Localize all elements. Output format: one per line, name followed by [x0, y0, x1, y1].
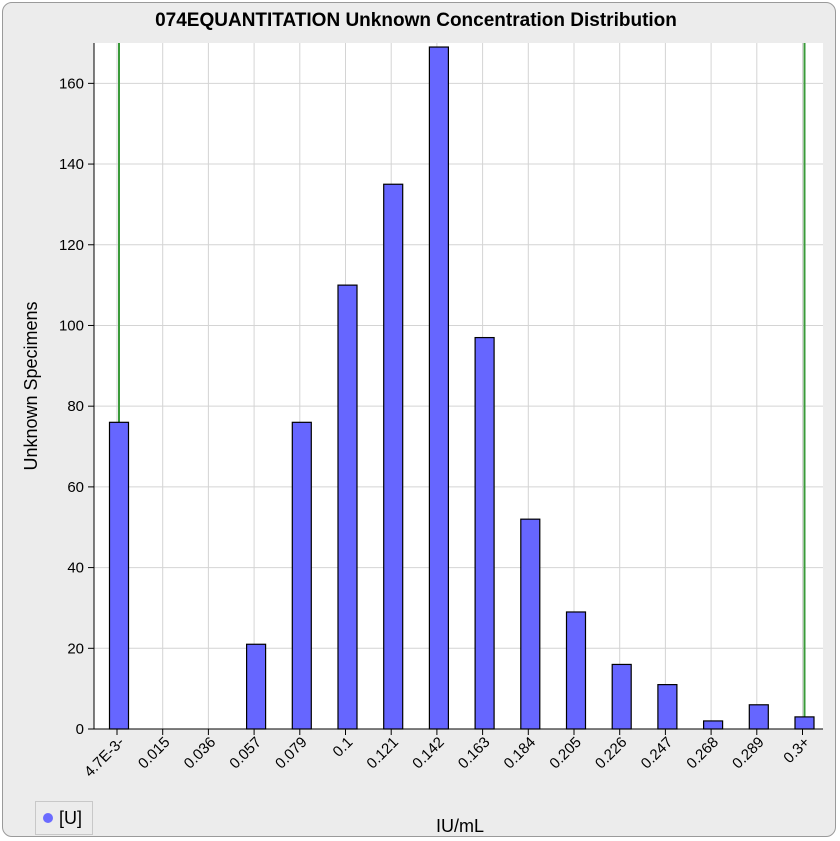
x-axis-title: IU/mL: [436, 816, 484, 836]
x-tick-label: 0.289: [729, 734, 768, 773]
bar: [291, 421, 312, 730]
bar: [246, 643, 267, 730]
bar: [702, 720, 724, 730]
x-tick-label: 0.163: [455, 734, 494, 773]
y-tick-label: 160: [59, 75, 84, 92]
bar: [337, 284, 358, 730]
x-tick-label: 0.1: [330, 734, 357, 761]
x-tick-label: 0.184: [501, 734, 540, 773]
bar: [428, 46, 449, 730]
x-tick-label: 0.057: [226, 734, 265, 773]
x-tick-label: 0.268: [683, 734, 722, 773]
bar: [520, 518, 541, 730]
x-tick-label: 0.015: [135, 734, 174, 773]
y-tick-label: 100: [59, 317, 84, 334]
x-tick-label: 0.226: [592, 734, 631, 773]
y-tick-label: 120: [59, 237, 84, 254]
x-tick-label: 0.079: [272, 734, 311, 773]
plot-background: [94, 43, 823, 729]
y-tick-label: 40: [67, 560, 84, 577]
x-tick-label: 0.036: [181, 734, 220, 773]
chart-title: 074EQUANTITATION Unknown Concentration D…: [155, 10, 677, 31]
y-tick-label: 60: [67, 479, 84, 496]
bar: [611, 663, 632, 730]
y-axis-title: Unknown Specimens: [21, 301, 41, 470]
legend: [U]: [35, 801, 93, 835]
bar: [474, 336, 495, 730]
legend-label: [U]: [59, 807, 83, 828]
bar: [794, 716, 815, 730]
bar: [565, 611, 587, 730]
bar: [657, 684, 678, 730]
x-tick-label: 0.247: [638, 734, 677, 773]
x-tick-label: 0.121: [363, 734, 402, 773]
y-tick-label: 20: [67, 640, 84, 657]
bar: [383, 183, 404, 730]
y-tick-label: 140: [59, 156, 84, 173]
bar: [748, 704, 769, 730]
legend-marker: [43, 813, 53, 823]
y-tick-label: 0: [76, 721, 84, 738]
bar: [108, 421, 130, 730]
x-tick-label: 0.142: [409, 734, 448, 773]
x-tick-label: 4.7E-3-: [81, 734, 128, 781]
x-tick-label: 0.3+: [780, 734, 813, 767]
y-tick-label: 80: [67, 398, 84, 415]
x-tick-label: 0.205: [546, 734, 585, 773]
